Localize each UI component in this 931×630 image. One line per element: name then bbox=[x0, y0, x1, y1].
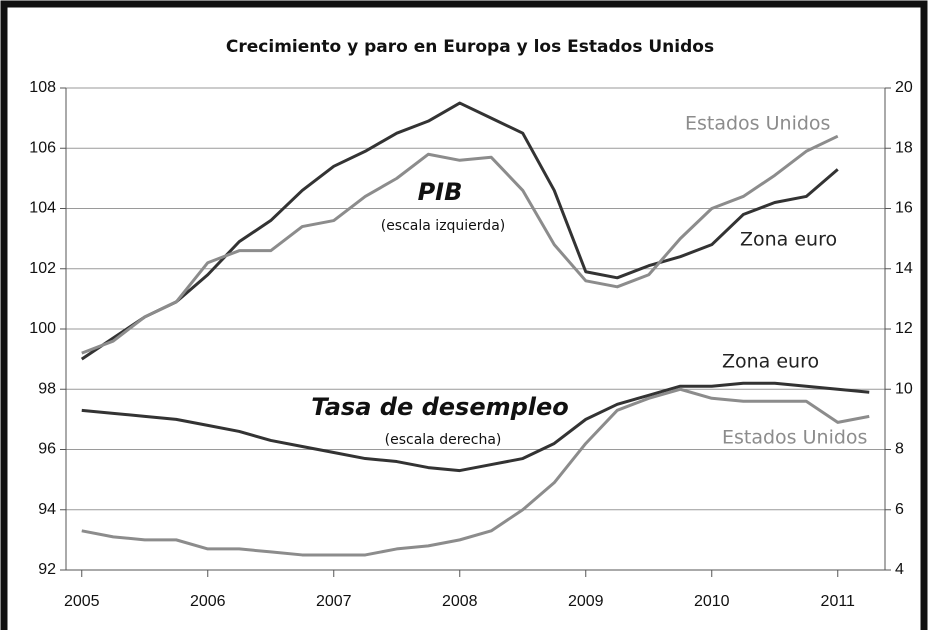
y2-tick-label: 12 bbox=[895, 320, 913, 337]
series-line bbox=[81, 381, 870, 473]
annotation: PIB bbox=[418, 178, 463, 206]
series-label: Zona euro bbox=[740, 229, 837, 251]
series-line bbox=[80, 101, 839, 361]
x-tick-label: 2005 bbox=[64, 593, 100, 610]
y2-tick-label: 20 bbox=[895, 79, 913, 96]
x-tick-label: 2011 bbox=[821, 593, 856, 610]
y-tick-label: 92 bbox=[38, 561, 56, 578]
series-line bbox=[81, 387, 870, 557]
series-line bbox=[81, 134, 839, 355]
y-tick-label: 108 bbox=[29, 79, 56, 96]
x-tick-label: 2008 bbox=[442, 593, 478, 610]
y2-tick-label: 14 bbox=[895, 260, 913, 277]
y2-tick-label: 10 bbox=[895, 380, 913, 397]
y2-tick-label: 6 bbox=[895, 501, 904, 518]
series-label: Estados Unidos bbox=[685, 113, 830, 135]
y2-tick-label: 18 bbox=[895, 139, 913, 156]
y-tick-label: 102 bbox=[29, 260, 56, 277]
annotation: Tasa de desempleo bbox=[311, 393, 569, 421]
annotation: (escala derecha) bbox=[385, 432, 502, 448]
y-tick-label: 104 bbox=[29, 200, 56, 217]
y-tick-label: 106 bbox=[29, 139, 56, 156]
y-tick-label: 100 bbox=[29, 320, 56, 337]
y2-tick-label: 8 bbox=[895, 441, 904, 458]
x-tick-label: 2007 bbox=[316, 593, 352, 610]
x-tick-label: 2010 bbox=[694, 593, 730, 610]
y-tick-label: 94 bbox=[38, 501, 56, 518]
x-tick-label: 2009 bbox=[568, 593, 604, 610]
y-tick-label: 98 bbox=[38, 380, 56, 397]
chart-title: Crecimiento y paro en Europa y los Estad… bbox=[226, 37, 714, 57]
y-tick-label: 96 bbox=[38, 441, 56, 458]
y2-tick-label: 16 bbox=[895, 200, 913, 217]
annotation: (escala izquierda) bbox=[381, 218, 506, 234]
series-label: Zona euro bbox=[722, 351, 819, 373]
series-label: Estados Unidos bbox=[722, 427, 867, 449]
x-tick-label: 2006 bbox=[190, 593, 226, 610]
y2-tick-label: 4 bbox=[895, 561, 904, 578]
